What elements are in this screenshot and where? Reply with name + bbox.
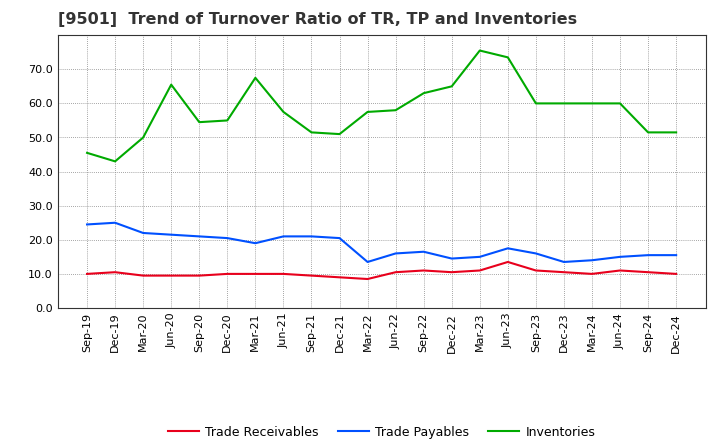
Trade Payables [419,249,428,254]
Inventories [447,84,456,89]
Trade Receivables [139,273,148,278]
Trade Receivables [307,273,316,278]
Trade Receivables [503,259,512,264]
Inventories [167,82,176,87]
Inventories [391,107,400,113]
Trade Receivables [167,273,176,278]
Inventories [531,101,540,106]
Inventories [251,75,260,81]
Trade Payables [83,222,91,227]
Trade Payables [644,253,652,258]
Trade Payables [111,220,120,225]
Inventories [139,135,148,140]
Trade Receivables [447,270,456,275]
Trade Receivables [251,271,260,276]
Trade Receivables [672,271,680,276]
Inventories [83,150,91,155]
Inventories [364,109,372,114]
Trade Payables [616,254,624,260]
Trade Payables [475,254,484,260]
Trade Receivables [531,268,540,273]
Inventories [475,48,484,53]
Trade Payables [447,256,456,261]
Trade Receivables [616,268,624,273]
Trade Receivables [419,268,428,273]
Legend: Trade Receivables, Trade Payables, Inventories: Trade Receivables, Trade Payables, Inven… [163,421,600,440]
Inventories [111,159,120,164]
Trade Payables [391,251,400,256]
Trade Receivables [83,271,91,276]
Inventories [223,118,232,123]
Inventories [672,130,680,135]
Trade Payables [251,241,260,246]
Inventories [419,91,428,96]
Line: Trade Receivables: Trade Receivables [87,262,676,279]
Trade Payables [195,234,204,239]
Text: [9501]  Trend of Turnover Ratio of TR, TP and Inventories: [9501] Trend of Turnover Ratio of TR, TP… [58,12,577,27]
Trade Receivables [391,270,400,275]
Trade Receivables [279,271,288,276]
Trade Receivables [336,275,344,280]
Trade Receivables [195,273,204,278]
Inventories [588,101,596,106]
Inventories [559,101,568,106]
Line: Inventories: Inventories [87,51,676,161]
Inventories [616,101,624,106]
Inventories [503,55,512,60]
Trade Payables [307,234,316,239]
Line: Trade Payables: Trade Payables [87,223,676,262]
Trade Payables [279,234,288,239]
Inventories [644,130,652,135]
Trade Payables [531,251,540,256]
Trade Payables [503,246,512,251]
Trade Receivables [111,270,120,275]
Trade Receivables [223,271,232,276]
Trade Receivables [475,268,484,273]
Trade Payables [588,258,596,263]
Trade Payables [364,259,372,264]
Inventories [336,132,344,137]
Trade Payables [336,235,344,241]
Trade Payables [223,235,232,241]
Inventories [307,130,316,135]
Trade Receivables [364,276,372,282]
Trade Payables [672,253,680,258]
Trade Receivables [644,270,652,275]
Inventories [279,109,288,114]
Trade Payables [139,230,148,235]
Inventories [195,120,204,125]
Trade Payables [167,232,176,237]
Trade Receivables [588,271,596,276]
Trade Receivables [559,270,568,275]
Trade Payables [559,259,568,264]
